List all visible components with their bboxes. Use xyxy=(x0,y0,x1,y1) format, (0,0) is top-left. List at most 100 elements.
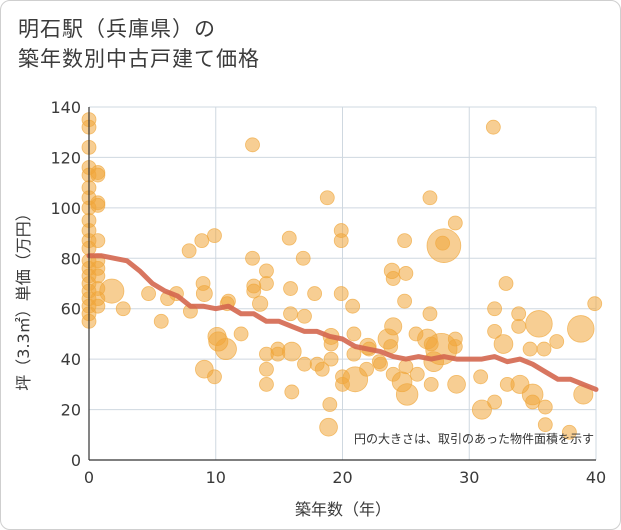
y-tick-label: 40 xyxy=(61,350,81,369)
data-bubble xyxy=(447,215,463,231)
data-bubble xyxy=(426,228,462,263)
chart-title: 明石駅（兵庫県）の 築年数別中古戸建て価格 xyxy=(18,14,260,74)
x-tick-label: 30 xyxy=(459,468,479,487)
x-tick-label: 10 xyxy=(206,468,226,487)
data-bubble xyxy=(259,361,274,377)
data-bubble xyxy=(561,424,577,440)
data-bubble xyxy=(323,351,339,367)
data-bubble xyxy=(549,334,565,349)
data-bubble xyxy=(345,298,361,314)
y-tick-label: 100 xyxy=(50,199,81,218)
data-bubble xyxy=(493,334,514,354)
data-bubble xyxy=(447,339,463,354)
data-bubble xyxy=(307,286,323,301)
data-bubble xyxy=(397,233,413,249)
data-bubble xyxy=(90,167,106,183)
data-bubble xyxy=(322,397,338,412)
data-bubble xyxy=(471,399,492,420)
data-bubble xyxy=(90,233,106,249)
data-bubble xyxy=(99,278,125,304)
data-bubble xyxy=(207,369,222,385)
data-bubble xyxy=(207,228,222,243)
data-bubble xyxy=(233,326,249,342)
data-bubble xyxy=(181,243,197,259)
data-bubble xyxy=(245,250,260,266)
x-tick-label: 20 xyxy=(332,468,352,487)
data-bubble xyxy=(252,295,269,312)
data-bubble xyxy=(314,361,330,377)
title-line-2: 築年数別中古戸建て価格 xyxy=(18,47,260,71)
y-tick-label: 20 xyxy=(61,401,81,420)
data-bubble xyxy=(567,315,595,343)
data-bubble xyxy=(536,341,552,357)
grid-lines xyxy=(89,106,597,460)
data-bubble xyxy=(141,286,156,301)
data-bubble xyxy=(423,376,439,392)
data-bubble xyxy=(498,276,514,291)
y-tick-label: 60 xyxy=(61,300,81,319)
data-bubble xyxy=(422,306,438,322)
data-bubble xyxy=(373,356,388,372)
data-bubble xyxy=(214,338,237,361)
data-bubble xyxy=(153,313,169,329)
data-bubble xyxy=(195,285,213,302)
data-bubble xyxy=(511,318,527,334)
data-bubble xyxy=(297,308,312,324)
title-line-1: 明石駅（兵庫県）の xyxy=(18,17,216,41)
data-bubble xyxy=(319,417,338,437)
data-bubble xyxy=(385,271,401,286)
y-axis-label: 坪（3.3㎡）単価（万円） xyxy=(14,205,33,390)
data-bubble xyxy=(194,233,210,249)
data-bubble xyxy=(487,324,503,339)
data-bubble xyxy=(295,250,311,266)
data-bubble xyxy=(259,263,274,279)
x-axis-label: 築年数（年） xyxy=(295,500,391,519)
bubble-size-note: 円の大きさは、取引のあった物件面積を示す xyxy=(354,431,594,446)
data-bubble xyxy=(422,190,438,206)
data-bubble xyxy=(447,375,466,394)
data-bubble xyxy=(587,296,603,312)
data-bubble xyxy=(398,266,414,281)
x-tick-label: 40 xyxy=(586,468,606,487)
data-bubble xyxy=(487,394,503,410)
y-tick-label: 140 xyxy=(50,98,81,117)
data-bubble xyxy=(359,361,374,377)
data-bubble xyxy=(283,281,298,296)
data-bubble xyxy=(487,301,503,317)
data-bubble xyxy=(284,384,300,400)
data-bubble xyxy=(283,306,298,322)
data-bubble xyxy=(333,233,349,249)
y-tick-label: 120 xyxy=(50,148,81,167)
x-tick-label: 0 xyxy=(84,468,94,487)
data-bubble xyxy=(525,394,541,410)
data-bubble xyxy=(473,369,489,385)
data-bubble xyxy=(537,399,553,415)
y-tick-label: 0 xyxy=(71,451,81,470)
data-bubble xyxy=(281,230,297,246)
data-bubble xyxy=(246,283,262,299)
trend-line xyxy=(86,253,599,392)
data-bubble xyxy=(319,190,335,206)
data-bubble xyxy=(384,317,403,336)
data-bubble xyxy=(90,268,106,284)
y-tick-label: 80 xyxy=(61,249,81,268)
data-bubble xyxy=(90,298,106,314)
data-bubble xyxy=(346,326,362,342)
data-bubble xyxy=(525,310,553,338)
bubble-series xyxy=(81,112,603,440)
axes: 0 20 40 60 80 100 120 140 0 10 20 30 40 xyxy=(50,98,606,487)
data-bubble xyxy=(259,276,274,291)
data-bubble xyxy=(409,366,425,382)
data-bubble xyxy=(485,119,501,135)
data-bubble xyxy=(333,286,349,301)
data-bubble xyxy=(395,383,419,406)
data-bubble xyxy=(115,301,131,317)
data-bubble xyxy=(297,356,312,372)
data-bubble xyxy=(511,306,527,322)
data-bubble xyxy=(90,197,106,213)
data-bubble xyxy=(522,341,538,357)
data-bubble xyxy=(281,341,302,362)
data-bubble xyxy=(537,417,553,433)
data-bubble xyxy=(259,376,274,392)
